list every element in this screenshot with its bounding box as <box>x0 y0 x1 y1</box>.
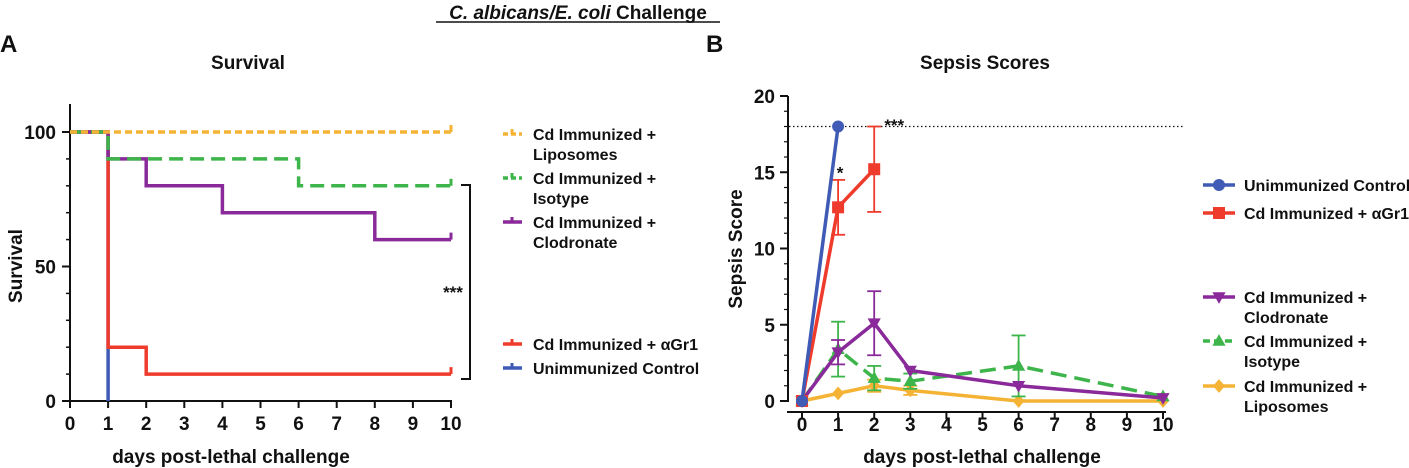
panel-b-legend-label: Clodronate <box>1244 310 1329 327</box>
panel-b-point-unimmunized-control <box>796 395 808 407</box>
panel-a-curve-cd-immunized-gr1 <box>70 130 451 376</box>
panel-a-legend-label: Isotype <box>533 191 589 208</box>
panel-b-legend-label: Isotype <box>1244 354 1300 371</box>
panel-a-x-tick-label: 8 <box>370 414 381 435</box>
panel-b-legend-label: Cd Immunized + <box>1244 290 1367 307</box>
panel-a-label: A <box>0 31 17 58</box>
panel-b-title: Sepsis Scores <box>920 53 1050 74</box>
panel-b-x-tick-label: 3 <box>905 415 916 436</box>
panel-b-point-cd-immunized-gr1 <box>832 201 845 214</box>
panel-b-point-cd-immunized-liposomes <box>904 383 917 398</box>
panel-a-y-tick-label: 50 <box>35 258 56 279</box>
panel-b-significance-annotation: *** <box>884 116 904 135</box>
panel-b-point-cd-immunized-liposomes <box>1012 394 1025 408</box>
panel-a-x-tick-label: 0 <box>65 414 76 435</box>
panel-b-legend-label: Cd Immunized + <box>1244 334 1367 351</box>
panel-a-legend-label: Liposomes <box>533 147 618 164</box>
panel-b-legend-marker-cd-immunized-clodronate <box>1212 292 1226 304</box>
panel-b-point-cd-immunized-clodronate <box>831 347 845 360</box>
panel-b-y-tick-label: 5 <box>764 316 775 337</box>
panel-b-legend-marker-cd-immunized-gr1 <box>1213 207 1225 219</box>
panel-a-legend-label: Cd Immunized + <box>533 171 656 188</box>
panel-a-x-tick-label: 6 <box>293 414 304 435</box>
panel-b-line-unimmunized-control <box>800 126 840 402</box>
panel-a-x-tick-label: 3 <box>179 414 190 435</box>
panel-a-curve-cd-immunized-isotype <box>70 130 451 188</box>
panel-a-legend-label: Cd Immunized + <box>533 127 656 144</box>
panel-b-xlabel: days post-lethal challenge <box>863 447 1101 468</box>
panel-b-point-cd-immunized-isotype <box>1012 359 1026 371</box>
panel-b-legend-marker-cd-immunized-isotype <box>1212 334 1226 346</box>
panel-b-label: B <box>706 31 723 58</box>
panel-b-point-cd-immunized-clodronate <box>903 365 917 378</box>
panel-b-y-tick-label: 0 <box>764 392 775 413</box>
panel-b-x-tick-label: 9 <box>1122 415 1133 436</box>
panel-b-point-cd-immunized-clodronate <box>1012 380 1026 393</box>
panel-a-x-tick-label: 1 <box>103 414 114 435</box>
panel-b-line-cd-immunized-liposomes <box>801 383 1163 403</box>
figure-title-rest: Challenge <box>611 3 707 24</box>
panel-a-legend-label: Cd Immunized + αGr1 <box>533 337 698 354</box>
panel-b-x-tick-label: 6 <box>1013 415 1024 436</box>
panel-b-sepsis-scores: B Sepsis Scores days post-lethal challen… <box>706 31 1409 468</box>
panel-a-x-tick-label: 10 <box>440 414 461 435</box>
panel-b-point-unimmunized-control <box>832 120 845 133</box>
panel-b-point-cd-immunized-gr1 <box>868 163 881 176</box>
panel-a-x-tick-label: 5 <box>255 414 266 435</box>
panel-a-y-tick-label: 100 <box>24 123 56 144</box>
panel-a-xlabel: days post-lethal challenge <box>112 447 350 468</box>
panel-b-line-cd-immunized-clodronate <box>800 320 1164 403</box>
panel-b-x-tick-label: 8 <box>1086 415 1097 436</box>
panel-b-legend-label: Cd Immunized + αGr1 <box>1244 206 1409 223</box>
panel-a-x-tick-label: 4 <box>217 414 228 435</box>
panel-a-survival: A Survival days post-lethal challenge Su… <box>0 31 699 468</box>
panel-b-legend-label: Cd Immunized + <box>1244 379 1367 396</box>
panel-a-legend-label: Clodronate <box>533 235 618 252</box>
panel-a-x-tick-label: 2 <box>141 414 152 435</box>
panel-a-curve-cd-immunized-clodronate <box>70 130 451 242</box>
panel-a-significance-bracket <box>461 184 471 380</box>
panel-b-x-tick-label: 4 <box>941 415 952 436</box>
panel-b-point-cd-immunized-clodronate <box>867 318 881 331</box>
panel-a-x-tick-label: 7 <box>331 414 342 435</box>
panel-a-y-tick-label: 0 <box>45 392 56 413</box>
panel-b-y-tick-label: 10 <box>754 240 775 261</box>
panel-a-ylabel: Survival <box>6 229 27 303</box>
panel-b-point-cd-immunized-isotype <box>903 374 917 386</box>
panel-b-ylabel: Sepsis Score <box>726 189 747 308</box>
panel-a-x-tick-label: 9 <box>408 414 419 435</box>
panel-b-legend-marker-cd-immunized-liposomes <box>1213 379 1225 393</box>
panel-b-legend-label: Unimmunized Control <box>1244 178 1409 195</box>
panel-b-x-tick-label: 2 <box>869 415 880 436</box>
panel-b-point-cd-immunized-liposomes <box>832 386 845 401</box>
panel-b-y-tick-label: 20 <box>754 87 775 108</box>
panel-a-legend-label: Unimmunized Control <box>533 361 699 378</box>
panel-b-x-tick-label: 5 <box>977 415 988 436</box>
panel-a-curve-unimmunized-control <box>70 130 110 401</box>
figure-title-italic: C. albicans/E. coli <box>449 3 611 24</box>
figure-title: C. albicans/E. coli Challenge <box>449 3 707 24</box>
panel-b-y-tick-label: 15 <box>754 163 776 184</box>
panel-b-significance-annotation: * <box>837 163 844 182</box>
panel-b-point-cd-immunized-clodronate <box>1156 393 1170 405</box>
panel-a-legend-label: Cd Immunized + <box>533 215 656 232</box>
panel-b-x-tick-label: 0 <box>797 415 808 436</box>
panel-b-legend-label: Liposomes <box>1244 399 1329 416</box>
panel-b-legend-marker-unimmunized-control <box>1213 179 1225 191</box>
panel-b-x-tick-label: 10 <box>1152 415 1173 436</box>
panel-a-significance: *** <box>443 283 463 302</box>
panel-a-title: Survival <box>211 53 285 74</box>
panel-b-x-tick-label: 1 <box>833 415 844 436</box>
panel-b-x-tick-label: 7 <box>1049 415 1060 436</box>
panel-b-point-cd-immunized-isotype <box>867 371 881 383</box>
